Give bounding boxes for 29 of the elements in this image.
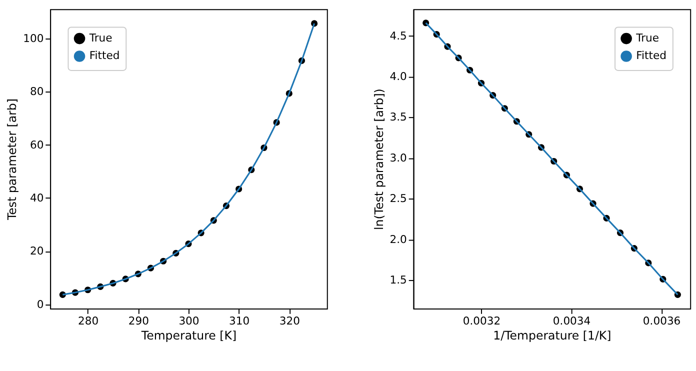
legend-label: True xyxy=(88,31,113,44)
y-tick-label: 80 xyxy=(30,85,44,98)
y-tick-label: 0 xyxy=(36,298,44,311)
y-tick-label: 40 xyxy=(30,191,44,204)
y-tick-label: 20 xyxy=(30,244,44,258)
y-axis-title: Test parameter [arb] xyxy=(5,98,20,222)
y-tick-label: 2.0 xyxy=(390,232,408,246)
y-tick-label: 3.0 xyxy=(390,151,408,164)
y-tick-label: 60 xyxy=(30,138,44,152)
legend-label: Fitted xyxy=(89,49,120,62)
y-tick-label: 1.5 xyxy=(390,273,407,286)
x-tick-label: 310 xyxy=(229,314,250,328)
y-tick-label: 3.5 xyxy=(390,110,407,124)
x-tick-label: 0.0032 xyxy=(462,314,501,328)
x-tick-label: 280 xyxy=(78,314,99,328)
y-tick-label: 4.5 xyxy=(390,29,407,42)
x-tick-label: 290 xyxy=(128,314,150,328)
legend-label: True xyxy=(635,31,660,44)
legend-label: Fitted xyxy=(636,49,666,62)
x-axis-title: 1/Temperature [1/K] xyxy=(493,328,612,342)
x-tick-label: 0.0036 xyxy=(642,314,681,328)
y-tick-label: 4.0 xyxy=(390,70,408,84)
x-axis-title: Temperature [K] xyxy=(140,328,237,342)
y-tick-label: 100 xyxy=(23,32,44,45)
x-tick-label: 300 xyxy=(178,314,200,328)
y-axis-title: ln(Test parameter [arb]) xyxy=(372,88,386,230)
x-tick-label: 0.0034 xyxy=(552,314,591,328)
x-tick-label: 320 xyxy=(279,314,300,328)
y-tick-label: 2.5 xyxy=(390,192,407,206)
